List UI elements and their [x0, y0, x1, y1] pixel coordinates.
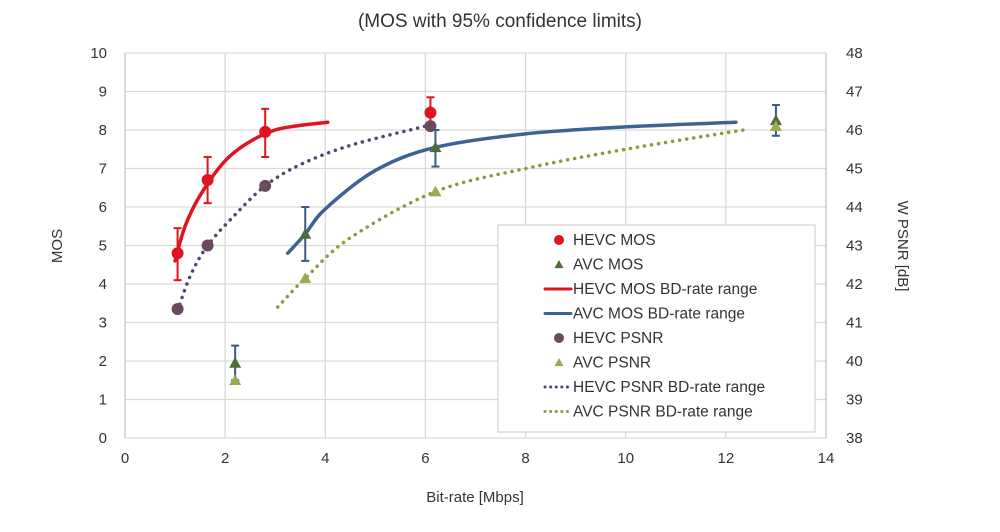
y2-tick-label: 43 [846, 238, 863, 255]
y-tick-label: 8 [99, 122, 107, 139]
avc-psnr-bd-rate-range-curve [275, 128, 746, 309]
hevc-mos-point [259, 125, 272, 138]
y-tick-label: 4 [99, 276, 107, 293]
data-marks [171, 96, 782, 386]
legend-label: HEVC MOS BD-rate range [573, 281, 757, 298]
y2-tick-label: 45 [846, 161, 863, 178]
legend-label: AVC PSNR BD-rate range [573, 404, 753, 421]
y2-tick-label: 42 [846, 276, 863, 293]
y-tick-label: 2 [99, 353, 107, 370]
legend-label: AVC MOS [573, 257, 643, 274]
y2-tick-label: 40 [846, 353, 863, 370]
legend-swatch [554, 333, 564, 343]
x-tick-label: 12 [718, 450, 735, 467]
legend-swatch [554, 260, 564, 269]
y2-tick-label: 48 [846, 45, 863, 62]
x-tick-label: 8 [521, 450, 529, 467]
avc-psnr-point [229, 374, 242, 386]
hevc-psnr-point [201, 239, 214, 252]
y2-tick-label: 47 [846, 84, 863, 101]
x-tick-label: 4 [321, 450, 329, 467]
y-tick-label: 3 [99, 315, 107, 332]
legend-label: HEVC MOS [573, 232, 656, 249]
y2-tick-label: 38 [846, 430, 863, 447]
y-tick-label: 5 [99, 238, 107, 255]
y2-tick-label: 44 [846, 199, 863, 216]
x-tick-label: 0 [121, 450, 129, 467]
y-tick-label: 9 [99, 84, 107, 101]
y-tick-label: 0 [99, 430, 107, 447]
y-tick-label: 6 [99, 199, 107, 216]
y2-axis-label: W PSNR [dB] [894, 201, 911, 292]
hevc-psnr-bd-rate-range-curve [175, 124, 428, 313]
y-tick-label: 7 [99, 161, 107, 178]
hevc-psnr-point [171, 303, 184, 316]
legend-label: AVC PSNR [573, 355, 651, 372]
y2-tick-label: 46 [846, 122, 863, 139]
x-tick-label: 6 [421, 450, 429, 467]
legend-label: HEVC PSNR [573, 330, 663, 347]
hevc-mos-point [201, 174, 214, 187]
hevc-psnr-point [424, 120, 437, 133]
avc-mos-point [299, 227, 312, 239]
x-tick-label: 10 [617, 450, 634, 467]
legend: HEVC MOS AVC MOS HEVC MOS BD-rate range AVC… [497, 224, 816, 433]
legend-label: AVC MOS BD-rate range [573, 306, 745, 323]
avc-psnr-point [769, 120, 782, 131]
avc-mos-point [429, 141, 442, 153]
hevc-psnr-point [259, 179, 272, 192]
legend-label: HEVC PSNR BD-rate range [573, 379, 765, 396]
legend-swatch [554, 235, 564, 245]
y-tick-label: 10 [90, 45, 107, 62]
avc-mos-point [769, 114, 782, 126]
y-axis-label: MOS [49, 229, 66, 263]
avc-psnr-point [429, 185, 442, 197]
x-tick-label: 14 [818, 450, 835, 467]
y-tick-label: 1 [99, 392, 107, 409]
y2-tick-label: 41 [846, 315, 863, 332]
legend-swatch [554, 358, 564, 367]
avc-mos-point [229, 356, 242, 368]
hevc-mos-point [171, 247, 184, 260]
chart-title: (MOS with 95% confidence limits) [358, 11, 642, 32]
avc-psnr-point [299, 272, 312, 284]
hevc-mos-point [424, 106, 437, 119]
avc-mos-bd-rate-range-curve [285, 120, 738, 255]
hevc-mos-bd-rate-range-curve [173, 120, 330, 263]
y2-tick-label: 39 [846, 392, 863, 409]
x-tick-label: 2 [221, 450, 229, 467]
x-axis-label: Bit-rate [Mbps] [426, 489, 524, 506]
tick-labels: 0 2 4 6 8 10 12 1401234567891038394041424344454… [90, 45, 862, 467]
